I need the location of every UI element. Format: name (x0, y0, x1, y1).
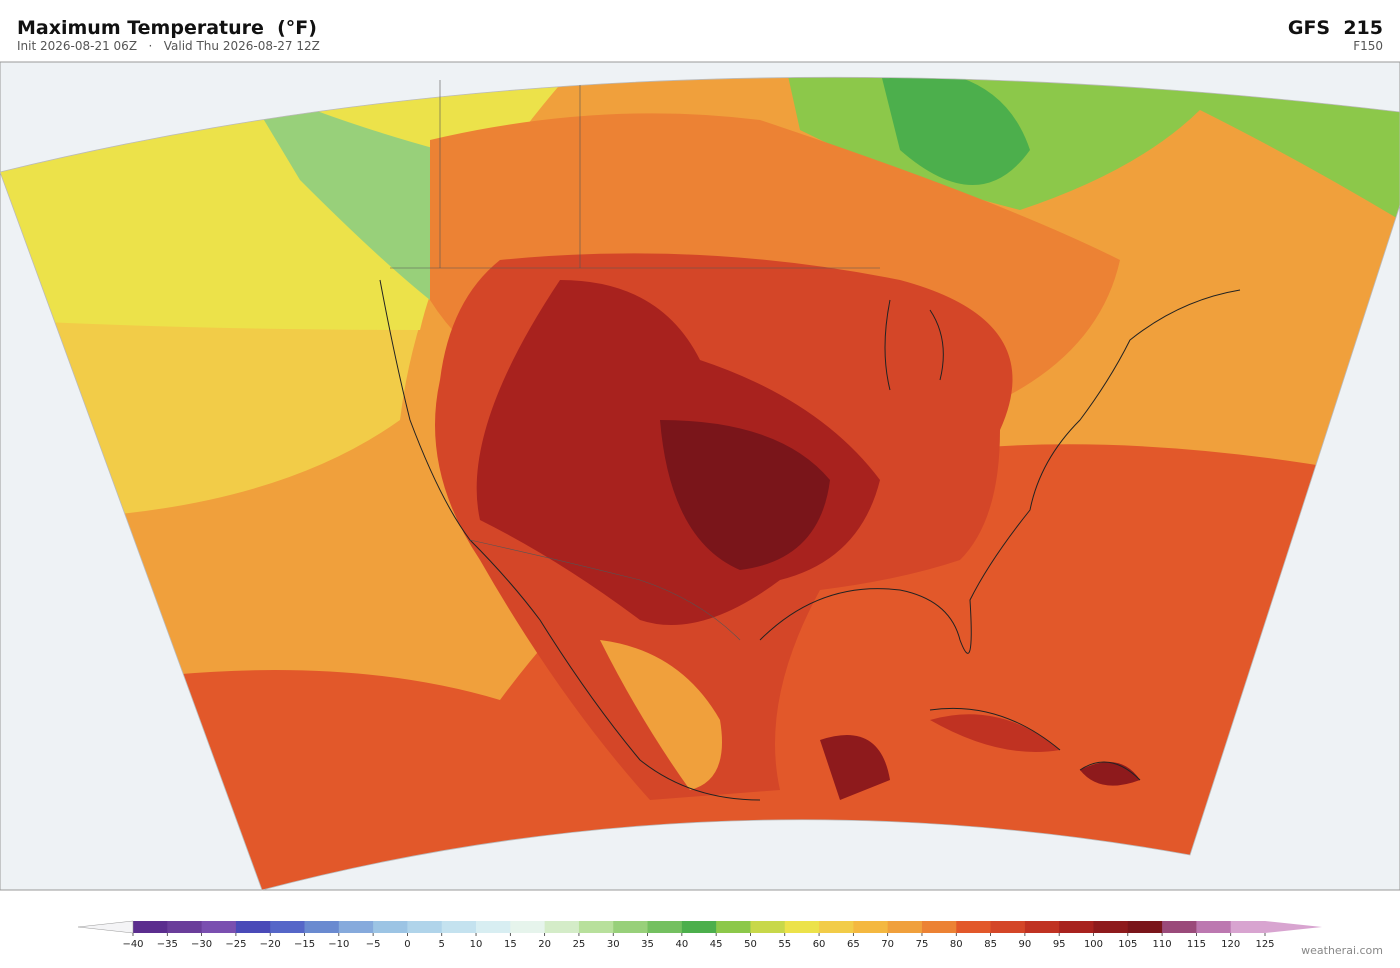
colorbar-tick-label: 115 (1187, 939, 1206, 950)
colorbar-segment (578, 921, 614, 933)
forecast-hour: F150 (1353, 39, 1383, 53)
colorbar-segment (613, 921, 649, 933)
colorbar-segment (1127, 921, 1163, 933)
colorbar-segment (1230, 921, 1266, 933)
colorbar-tick-label: −35 (157, 939, 178, 950)
colorbar-tick-label: 55 (778, 939, 791, 950)
colorbar-tick-label: 10 (470, 939, 483, 950)
colorbar-segment (921, 921, 957, 933)
colorbar-tick-label: 45 (710, 939, 723, 950)
colorbar-segment (133, 921, 168, 933)
colorbar-tick-label: 0 (404, 939, 410, 950)
colorbar-tick-label: 40 (675, 939, 688, 950)
model-label: GFS 215 (1288, 17, 1383, 39)
colorbar-segment (167, 921, 203, 933)
colorbar-tick-label: 95 (1053, 939, 1066, 950)
colorbar-segment (338, 921, 374, 933)
colorbar-segment (716, 921, 751, 933)
colorbar-tick-label: −30 (191, 939, 212, 950)
colorbar-tick-label: 110 (1153, 939, 1172, 950)
colorbar-segment (819, 921, 854, 933)
colorbar-tick-label: 15 (504, 939, 517, 950)
colorbar-segment (1162, 921, 1197, 933)
colorbar-tick-label: 65 (847, 939, 860, 950)
map-subtitle: Init 2026-08-21 06Z · Valid Thu 2026-08-… (17, 39, 320, 53)
colorbar-tick-label: 120 (1221, 939, 1240, 950)
colorbar-segment (990, 921, 1026, 933)
colorbar-segment (1093, 921, 1129, 933)
coastlines (379, 279, 1241, 801)
borders (390, 80, 880, 641)
colorbar-segment (476, 921, 511, 933)
colorbar-tick-label: −10 (328, 939, 349, 950)
colorbar-tick-label: 125 (1255, 939, 1274, 950)
colorbar-tick-label: 105 (1118, 939, 1137, 950)
colorbar-segment (510, 921, 546, 933)
colorbar-tick-label: 90 (1019, 939, 1032, 950)
colorbar-tick-label: 75 (916, 939, 929, 950)
colorbar-segment (1059, 921, 1094, 933)
colorbar-segment (544, 921, 580, 933)
colorbar-segment (956, 921, 992, 933)
colorbar-tick-label: −15 (294, 939, 315, 950)
colorbar-segment (853, 921, 889, 933)
colorbar-tick-label: 50 (744, 939, 757, 950)
colorbar-segment (441, 921, 477, 933)
colorbar-extend-high (1265, 921, 1322, 933)
colorbar-tick-label: −25 (225, 939, 246, 950)
colorbar-tick-label: −40 (122, 939, 143, 950)
map-title: Maximum Temperature (°F) (17, 17, 317, 39)
colorbar-tick-label: 20 (538, 939, 551, 950)
colorbar-tick-label: 25 (573, 939, 586, 950)
colorbar-segment (235, 921, 271, 933)
colorbar-segment (750, 921, 786, 933)
colorbar-tick-label: 35 (641, 939, 654, 950)
colorbar-tick-label: 80 (950, 939, 963, 950)
colorbar-tick-label: 30 (607, 939, 620, 950)
colorbar-tick-label: 85 (984, 939, 997, 950)
colorbar-segment (784, 921, 820, 933)
colorbar-segment (681, 921, 717, 933)
map (0, 61, 1400, 891)
colorbar-segment (270, 921, 306, 933)
colorbar-segment (201, 921, 237, 933)
colorbar-segment (373, 921, 408, 933)
credit: weatherai.com (1301, 944, 1383, 957)
colorbar-tick-label: 60 (813, 939, 826, 950)
colorbar-tick-label: 5 (439, 939, 445, 950)
colorbar-tick-label: −5 (366, 939, 381, 950)
colorbar-segment (304, 921, 340, 933)
colorbar-segment (887, 921, 923, 933)
colorbar-tick-label: 100 (1084, 939, 1103, 950)
colorbar-tick-label: −20 (260, 939, 281, 950)
colorbar-tick-label: 70 (881, 939, 894, 950)
colorbar-segment (647, 921, 683, 933)
colorbar-segment (1024, 921, 1060, 933)
colorbar-extend-low (77, 920, 134, 934)
colorbar-segment (407, 921, 443, 933)
colorbar-segment (1196, 921, 1232, 933)
colorbar: −40 −35 −30 −25 −20 −15 −10 −5 0 5 10 15 20 25 30 35 40 4… (77, 920, 1322, 950)
